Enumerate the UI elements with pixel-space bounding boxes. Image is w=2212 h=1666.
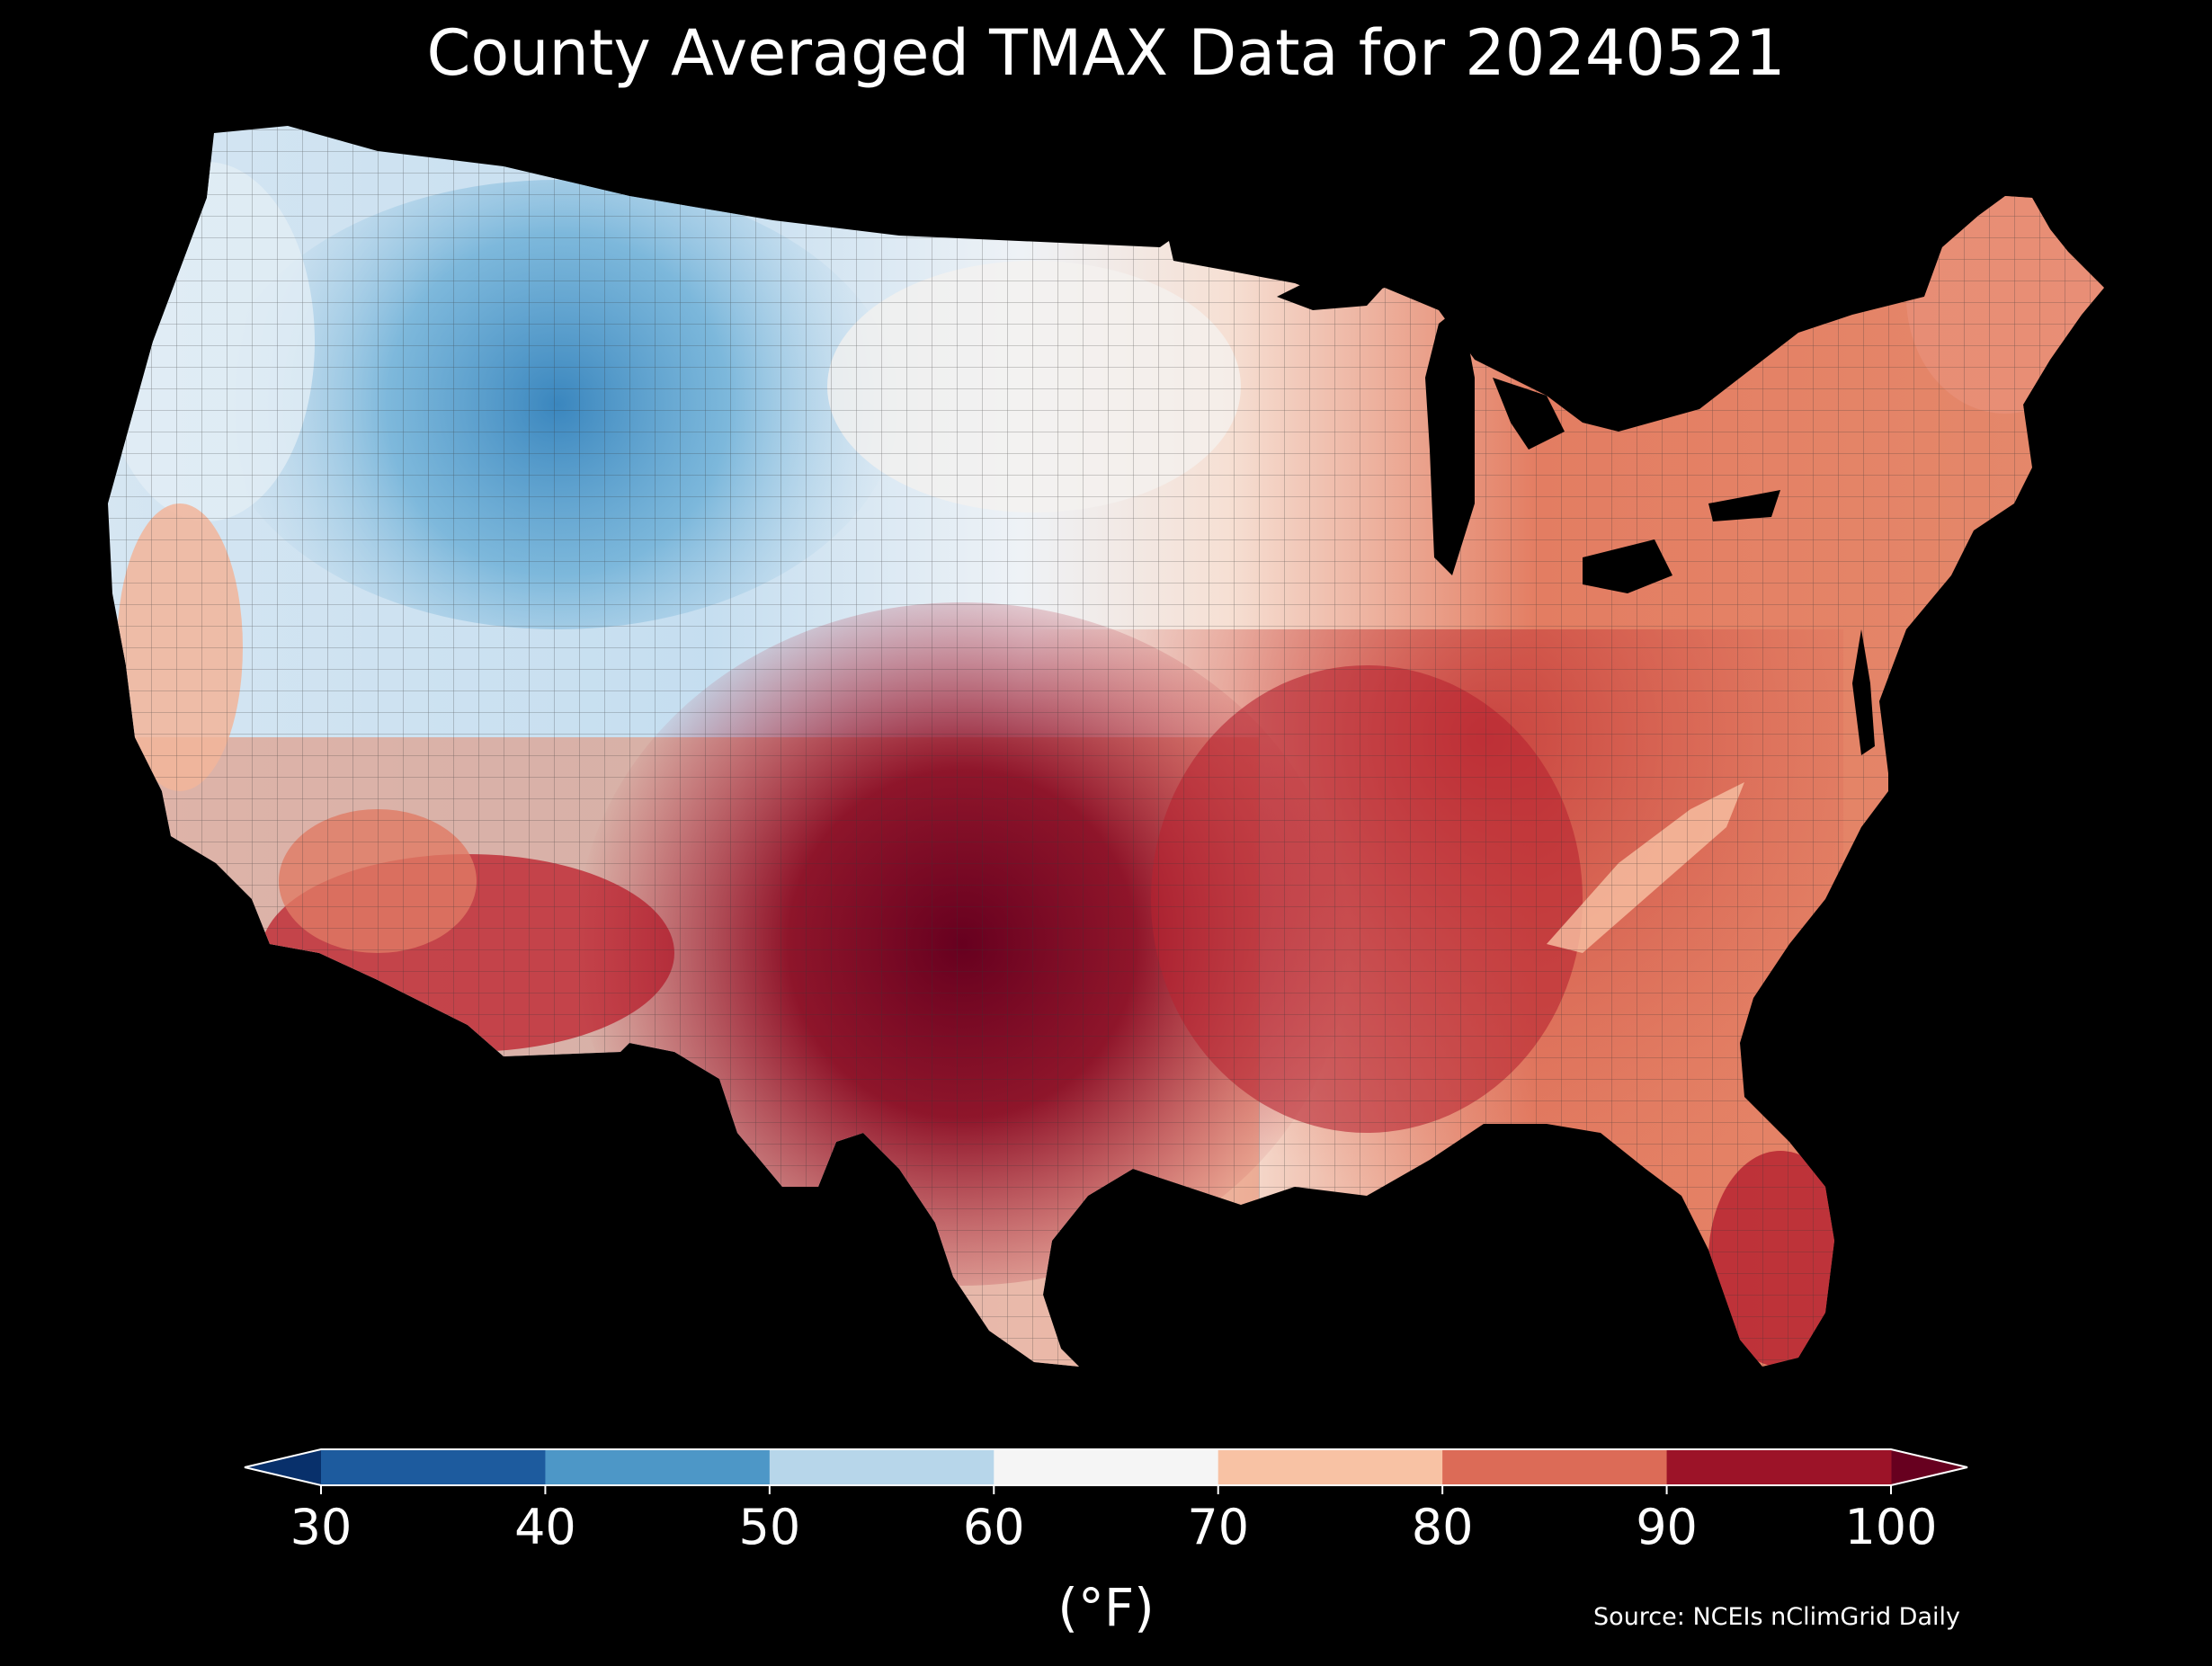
colorbar-over-triangle [1891, 1449, 1967, 1485]
source-credit: Source: NCEIs nClimGrid Daily [1593, 1603, 1960, 1631]
colorbar-bin [321, 1449, 546, 1485]
colorbar-bin [994, 1449, 1219, 1485]
colorbar-bin [1217, 1449, 1443, 1485]
colorbar-unit-label: (°F) [1057, 1577, 1155, 1638]
colorbar-bin [545, 1449, 771, 1485]
chesapeake-bay [1852, 629, 1875, 755]
map-title: County Averaged TMAX Data for 20240521 [426, 16, 1786, 90]
colorbar-tick-label: 60 [963, 1499, 1025, 1555]
colorbar-bin [1666, 1449, 1892, 1485]
colorbar-bin [769, 1449, 995, 1485]
colorbar-tick-label: 40 [514, 1499, 576, 1555]
colorbar-tick-label: 80 [1412, 1499, 1474, 1555]
colorbar-tick-label: 50 [738, 1499, 800, 1555]
colorbar-tick-label: 90 [1636, 1499, 1698, 1555]
colorbar-tick-label: 100 [1844, 1499, 1937, 1555]
colorbar-tick-label: 70 [1187, 1499, 1249, 1555]
county-choropleth-map [108, 126, 2104, 1367]
great-lakes [1277, 270, 1780, 593]
colorbar-tick-label: 30 [290, 1499, 352, 1555]
colorbar-bin [1442, 1449, 1668, 1485]
colorbar-under-triangle [245, 1449, 321, 1485]
